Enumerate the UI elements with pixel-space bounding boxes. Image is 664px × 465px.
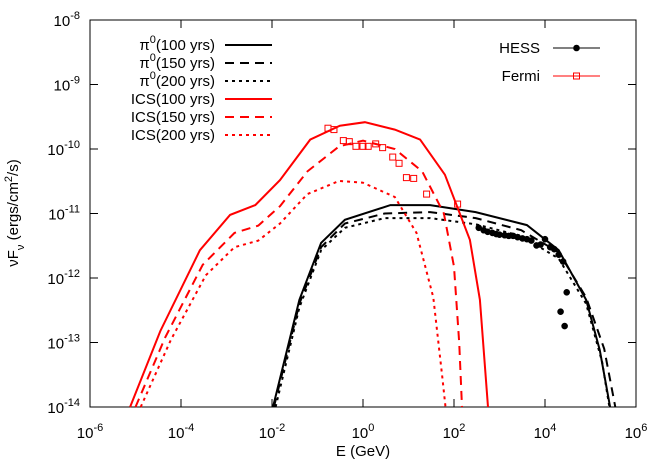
point bbox=[345, 138, 353, 146]
tick-label: 10-6 bbox=[77, 422, 103, 442]
tick-label-exp: -12 bbox=[64, 268, 80, 280]
tick-label: 10-11 bbox=[48, 204, 80, 224]
tick-label-exp: -8 bbox=[70, 10, 80, 22]
point bbox=[563, 289, 571, 296]
point bbox=[555, 251, 562, 258]
point bbox=[389, 153, 397, 161]
tick-label-base: 10 bbox=[47, 142, 64, 159]
point bbox=[359, 142, 367, 150]
tick-label: 100 bbox=[352, 422, 375, 442]
point bbox=[557, 308, 564, 316]
y-axis-label-part: (ergs/cm bbox=[5, 182, 22, 245]
point bbox=[339, 137, 347, 145]
tick-label: 10-9 bbox=[54, 75, 80, 95]
legend-label-part: 0 bbox=[150, 34, 156, 46]
y-axis-label-part: νF bbox=[5, 250, 22, 267]
legend-label: HESS bbox=[499, 40, 540, 57]
tick-label-base: 10 bbox=[443, 425, 460, 442]
legend-label: π0(150 yrs) bbox=[139, 52, 215, 72]
x-axis-label: E (GeV) bbox=[336, 443, 390, 460]
point bbox=[379, 144, 387, 152]
legend-label-part: 0 bbox=[150, 70, 156, 82]
tick-label-exp: -4 bbox=[184, 422, 194, 434]
point bbox=[528, 237, 535, 244]
tick-label: 10-14 bbox=[47, 397, 80, 417]
series-line bbox=[272, 204, 612, 408]
tick-label-exp: 2 bbox=[459, 422, 465, 434]
tick-label-base: 10 bbox=[352, 425, 369, 442]
tick-label-exp: 4 bbox=[550, 422, 556, 434]
point bbox=[410, 174, 418, 182]
legend-label-part: (100 yrs) bbox=[156, 37, 215, 54]
point bbox=[423, 190, 431, 198]
point bbox=[550, 245, 558, 253]
point bbox=[364, 142, 372, 150]
tick-label-base: 10 bbox=[47, 336, 64, 353]
tick-label-base: 10 bbox=[625, 425, 642, 442]
tick-label-exp: 0 bbox=[368, 422, 374, 434]
legend-label: Fermi bbox=[502, 68, 540, 85]
tick-label: 104 bbox=[534, 422, 557, 442]
tick-label: 10-13 bbox=[47, 333, 80, 353]
tick-label-base: 10 bbox=[54, 78, 71, 95]
tick-label-base: 10 bbox=[77, 425, 94, 442]
point bbox=[541, 235, 549, 243]
legend-marker bbox=[573, 44, 580, 52]
series-line bbox=[134, 139, 463, 408]
tick-label-exp: -11 bbox=[65, 204, 80, 216]
legend-label-part: 0 bbox=[150, 52, 156, 64]
series-line bbox=[272, 211, 617, 408]
legend-label: π0(100 yrs) bbox=[139, 34, 215, 54]
legend-label: ICS(100 yrs) bbox=[131, 91, 215, 108]
point bbox=[395, 159, 403, 167]
legend-label-part: π bbox=[139, 37, 149, 54]
point bbox=[372, 140, 380, 148]
legend-label-part: π bbox=[139, 73, 149, 90]
legend-label: ICS(150 yrs) bbox=[131, 109, 215, 126]
tick-label-base: 10 bbox=[47, 271, 64, 288]
tick-label-exp: -13 bbox=[64, 333, 80, 345]
legend-marker bbox=[573, 72, 580, 80]
legend-label: π0(200 yrs) bbox=[139, 70, 215, 90]
legend-label: ICS(200 yrs) bbox=[131, 127, 215, 144]
tick-label: 10-2 bbox=[259, 422, 285, 442]
tick-label-base: 10 bbox=[48, 207, 65, 224]
tick-label-exp: -10 bbox=[64, 139, 80, 151]
y-axis-label-part: 2 bbox=[3, 176, 15, 182]
series-line bbox=[139, 179, 447, 408]
y-axis-label-part: /s) bbox=[5, 159, 22, 176]
tick-label-exp: -2 bbox=[275, 422, 285, 434]
tick-label-base: 10 bbox=[168, 425, 185, 442]
point bbox=[352, 142, 360, 150]
legend-label-part: π bbox=[139, 55, 149, 72]
legend-label-part: (150 yrs) bbox=[156, 55, 215, 72]
tick-label: 10-8 bbox=[54, 10, 80, 30]
y-axis-label-part: ν bbox=[15, 244, 27, 250]
series-line bbox=[129, 121, 489, 408]
point bbox=[402, 174, 410, 182]
tick-label: 102 bbox=[443, 422, 466, 442]
tick-label: 10-10 bbox=[47, 139, 80, 159]
tick-label-exp: 6 bbox=[641, 422, 647, 434]
point bbox=[561, 322, 568, 330]
tick-label-exp: -9 bbox=[70, 75, 80, 87]
tick-label: 10-12 bbox=[47, 268, 80, 288]
tick-label-exp: -6 bbox=[93, 422, 103, 434]
point bbox=[330, 126, 338, 134]
point bbox=[537, 241, 544, 248]
y-axis-label: νFν (ergs/cm2/s) bbox=[3, 159, 27, 266]
point bbox=[559, 258, 567, 265]
tick-label-base: 10 bbox=[47, 400, 64, 417]
tick-label-exp: -14 bbox=[64, 397, 80, 409]
tick-label: 106 bbox=[625, 422, 648, 442]
tick-label: 10-4 bbox=[168, 422, 194, 442]
legend-label-part: (200 yrs) bbox=[156, 73, 215, 90]
point bbox=[454, 200, 462, 208]
tick-label-base: 10 bbox=[54, 13, 71, 30]
tick-label-base: 10 bbox=[534, 425, 551, 442]
tick-label-base: 10 bbox=[259, 425, 276, 442]
